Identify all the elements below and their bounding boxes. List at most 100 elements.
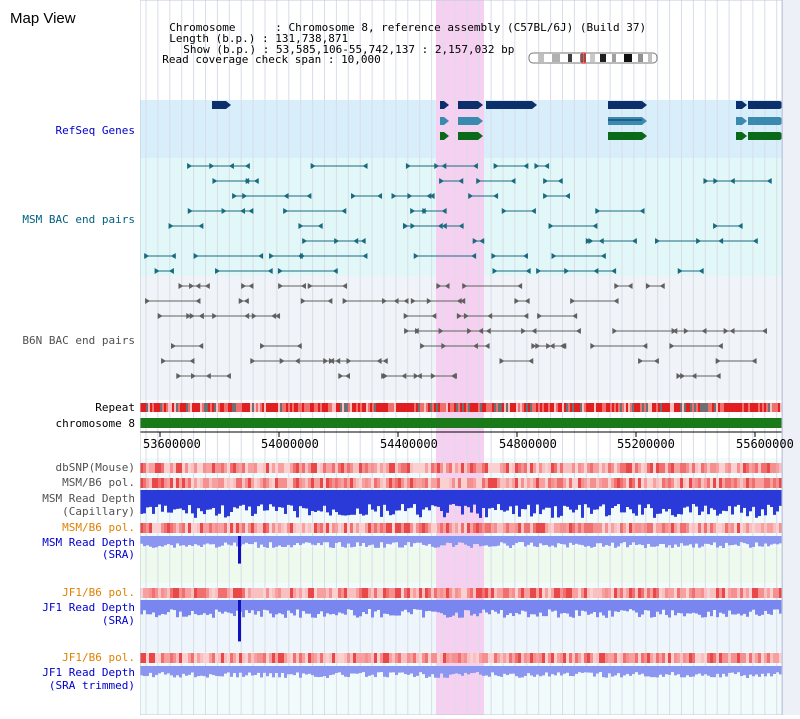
depth-bar <box>155 600 158 618</box>
depth-bar <box>305 600 308 614</box>
heat-cell <box>209 478 212 488</box>
repeat-cell <box>376 403 378 412</box>
depth-bar <box>578 600 581 616</box>
repeat-cell <box>144 403 146 412</box>
depth-bar <box>173 536 176 548</box>
depth-bar <box>257 536 260 548</box>
track-label-jf1-b6-pol-2[interactable]: JF1/B6 pol. <box>62 651 135 664</box>
heat-cell <box>407 653 410 663</box>
depth-bar <box>317 490 320 511</box>
depth-bar <box>542 600 545 617</box>
depth-bar <box>164 490 167 506</box>
track-label-refseq[interactable]: RefSeq Genes <box>55 124 135 137</box>
heat-cell <box>686 523 689 533</box>
heat-cell <box>398 588 401 598</box>
depth-bar <box>542 536 545 546</box>
depth-bar <box>209 536 212 545</box>
heat-cell <box>446 523 449 533</box>
depth-bar <box>674 600 677 616</box>
depth-bar <box>263 536 266 547</box>
depth-bar <box>680 490 683 515</box>
depth-bar <box>425 666 428 678</box>
heat-cell <box>191 478 194 488</box>
depth-bar <box>395 666 398 676</box>
track-label-msm-b6-pol-1[interactable]: MSM/B6 pol. <box>62 476 135 489</box>
heat-cell <box>389 653 392 663</box>
heat-cell <box>590 478 593 488</box>
heat-cell <box>320 588 323 598</box>
depth-bar <box>440 536 443 546</box>
depth-bar <box>185 490 188 514</box>
heat-cell <box>416 523 419 533</box>
heat-cell <box>569 653 572 663</box>
depth-bar <box>353 536 356 547</box>
repeat-cell <box>226 403 228 412</box>
track-label-msm-depth-cap-1[interactable]: MSM Read Depth <box>42 492 135 505</box>
heat-cell <box>182 478 185 488</box>
track-canvas[interactable] <box>139 0 785 716</box>
chromosome-ideogram[interactable] <box>528 52 658 64</box>
repeat-cell <box>486 403 488 412</box>
heat-cell <box>143 463 146 473</box>
depth-bar <box>368 666 371 676</box>
heat-cell <box>593 653 596 663</box>
heat-cell <box>725 463 728 473</box>
heat-cell <box>764 523 767 533</box>
depth-bar <box>581 536 584 546</box>
heat-cell <box>638 478 641 488</box>
heat-cell <box>482 588 485 598</box>
heat-cell <box>299 653 302 663</box>
track-label-jf1-depth-trim-1[interactable]: JF1 Read Depth <box>42 666 135 679</box>
depth-bar <box>320 490 323 512</box>
heat-cell <box>329 463 332 473</box>
heat-cell <box>701 463 704 473</box>
depth-bar <box>416 666 419 676</box>
depth-bar <box>614 490 617 507</box>
heat-cell <box>392 588 395 598</box>
repeat-cell <box>430 403 432 412</box>
depth-bar <box>413 536 416 544</box>
depth-bar <box>212 536 215 545</box>
heat-cell <box>341 588 344 598</box>
repeat-cell <box>608 403 610 412</box>
bac-end-marker <box>588 238 594 244</box>
repeat-cell <box>722 403 724 412</box>
track-label-b6n-bac[interactable]: B6N BAC end pairs <box>22 334 135 347</box>
repeat-cell <box>502 403 504 412</box>
heat-cell <box>647 463 650 473</box>
axis-tick-label: 54800000 <box>499 437 557 451</box>
depth-bar <box>419 600 422 610</box>
track-label-msm-bac[interactable]: MSM BAC end pairs <box>22 213 135 226</box>
heat-cell <box>182 463 185 473</box>
track-label-msm-b6-pol-2[interactable]: MSM/B6 pol. <box>62 521 135 534</box>
depth-bar <box>353 666 356 674</box>
heat-cell <box>140 478 143 488</box>
bac-end-marker <box>761 328 767 334</box>
track-label-msm-depth-sra-1[interactable]: MSM Read Depth <box>42 536 135 549</box>
heat-cell <box>551 588 554 598</box>
depth-bar <box>563 666 566 674</box>
track-label-jf1-b6-pol-1[interactable]: JF1/B6 pol. <box>62 586 135 599</box>
track-label-dbsnp[interactable]: dbSNP(Mouse) <box>55 461 135 474</box>
scrollbar[interactable] <box>782 0 800 715</box>
heat-cell <box>167 588 170 598</box>
track-label-jf1-depth-sra-1[interactable]: JF1 Read Depth <box>42 601 135 614</box>
heat-cell <box>731 478 734 488</box>
bac-end-marker <box>275 313 281 319</box>
depth-bar <box>734 536 737 545</box>
depth-bar <box>287 600 290 611</box>
axis-tick-label: 55200000 <box>617 437 675 451</box>
depth-bar <box>380 490 383 517</box>
depth-bar <box>734 600 737 615</box>
repeat-cell <box>456 403 458 412</box>
depth-bar <box>500 536 503 543</box>
heat-cell <box>308 523 311 533</box>
heat-cell <box>380 463 383 473</box>
depth-bar <box>371 666 374 675</box>
depth-bar <box>596 600 599 618</box>
depth-bar <box>452 536 455 547</box>
repeat-cell <box>598 403 600 412</box>
repeat-cell <box>484 403 486 412</box>
refseq-gene <box>458 132 478 140</box>
heat-cell <box>692 653 695 663</box>
